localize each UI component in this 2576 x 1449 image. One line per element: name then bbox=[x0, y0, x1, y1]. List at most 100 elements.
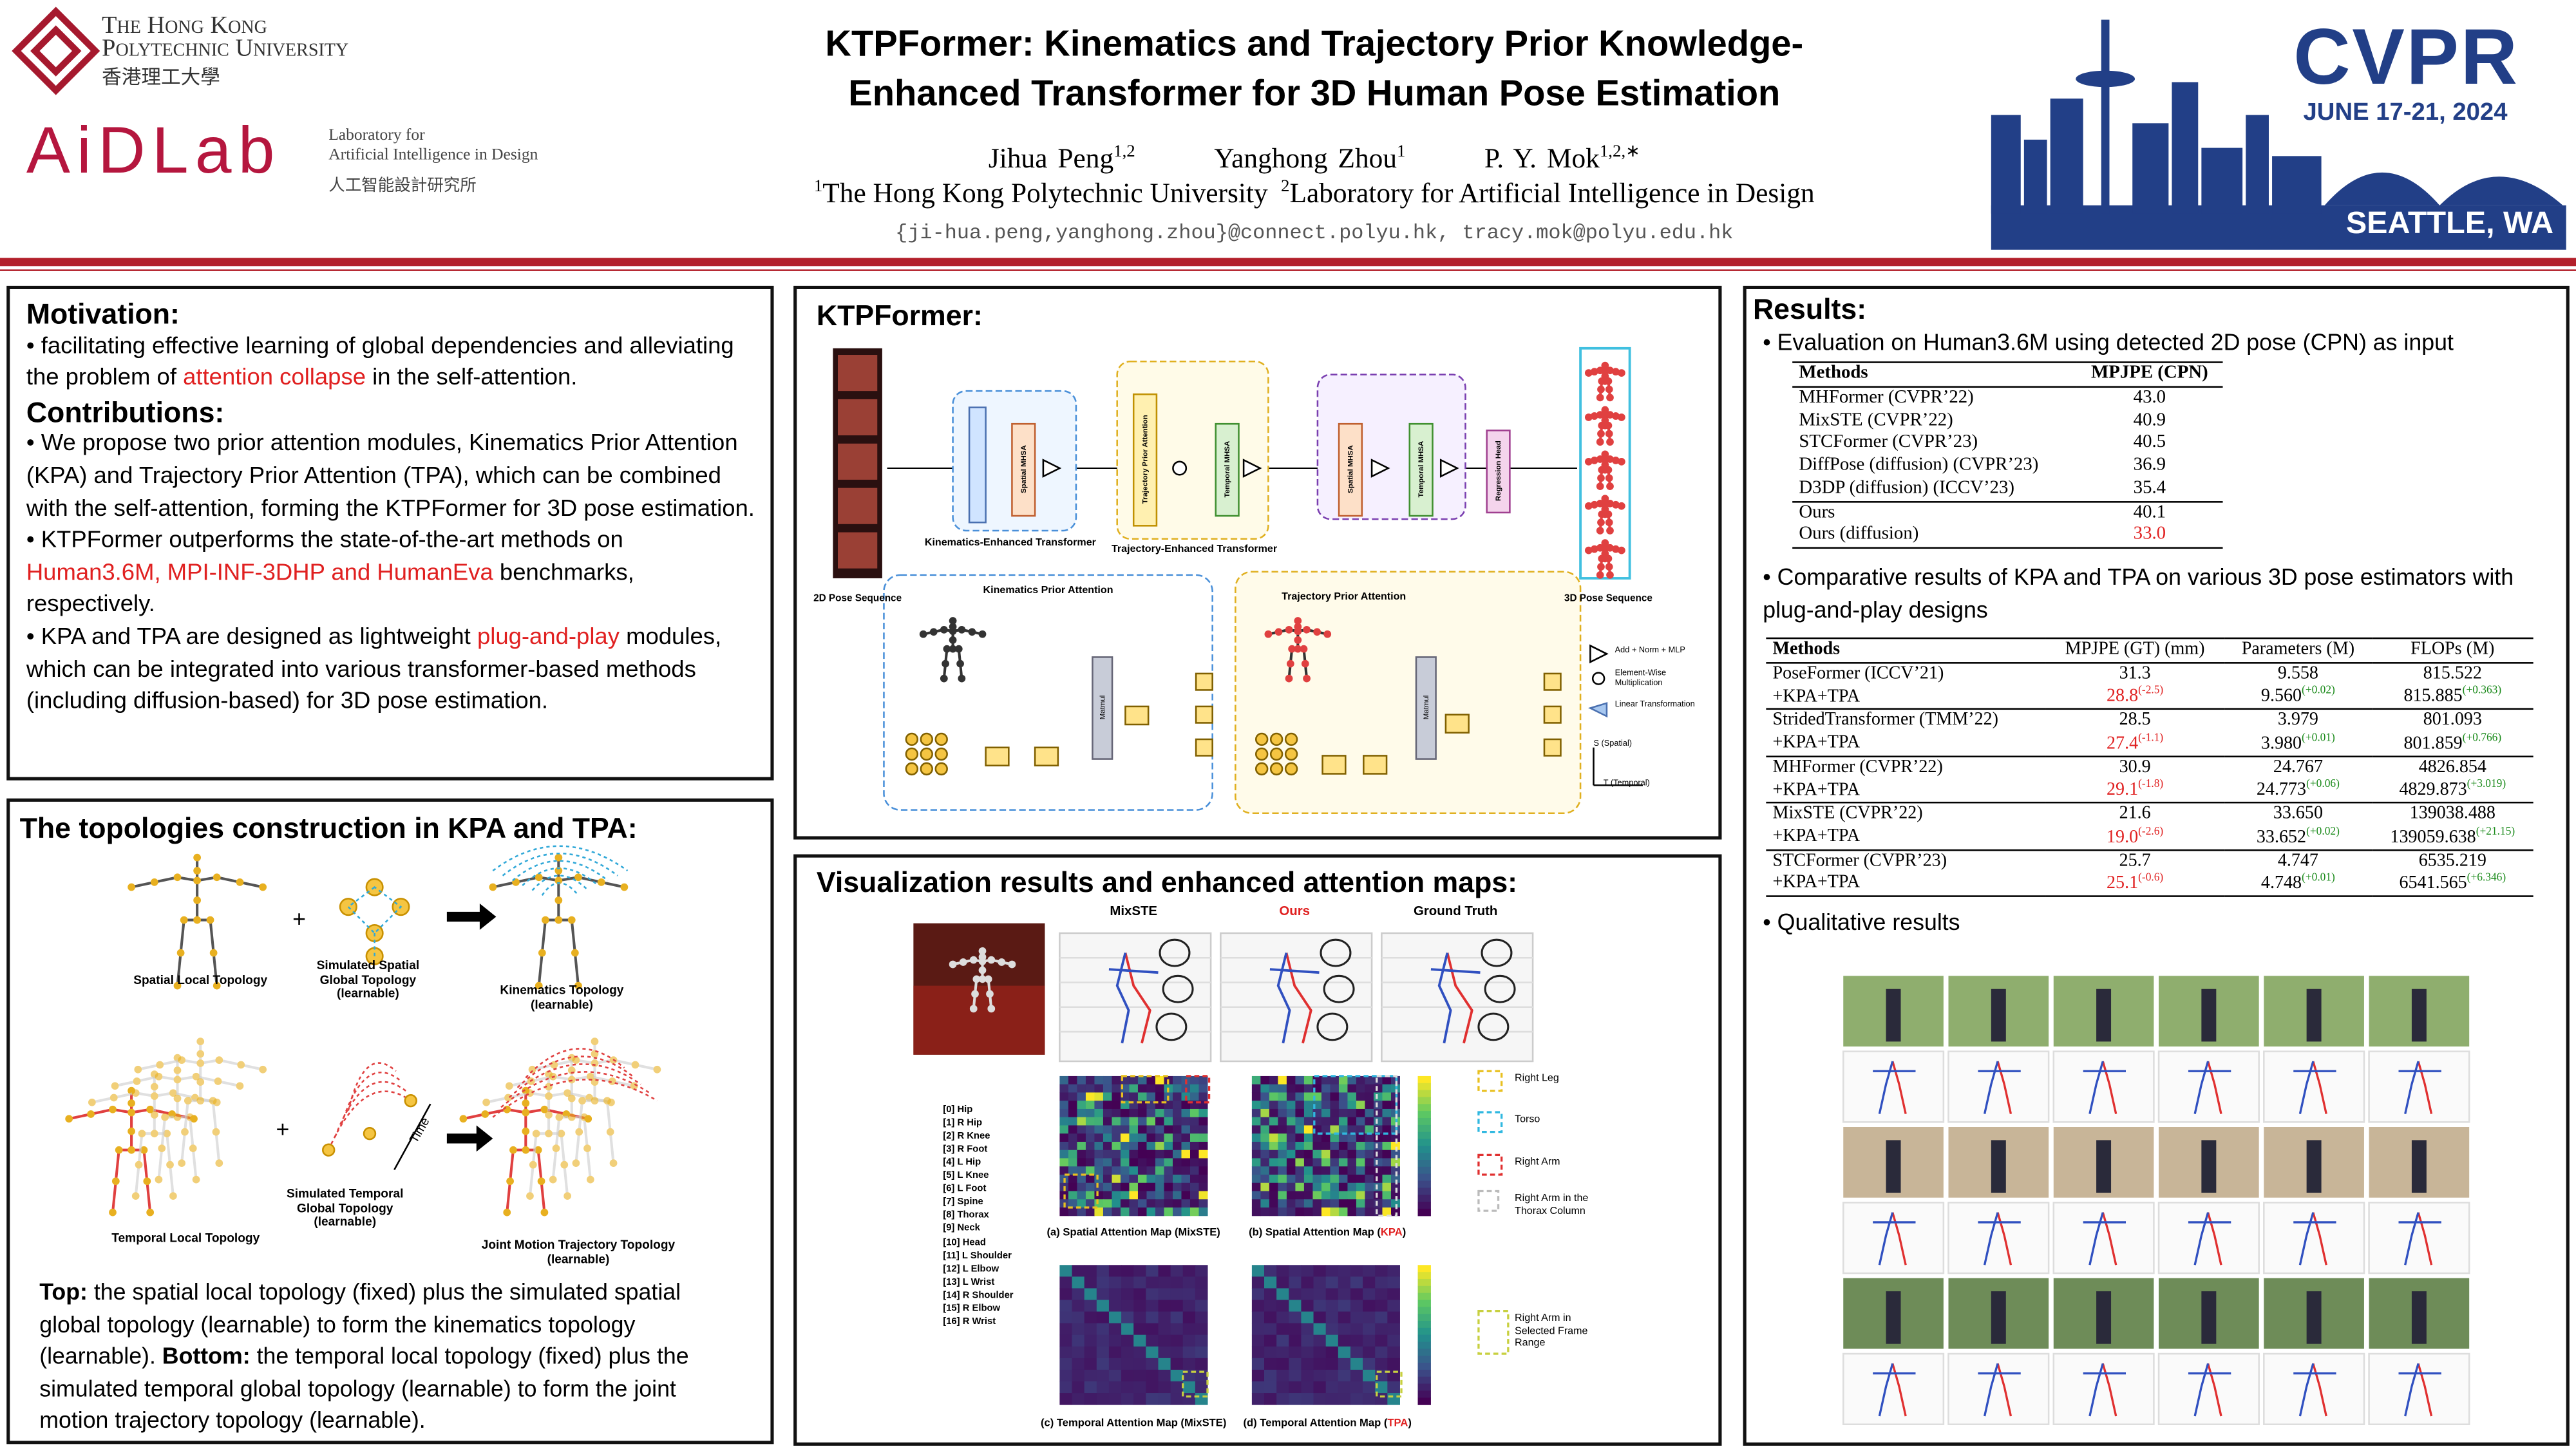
joint bbox=[1605, 385, 1613, 393]
header-cell: Parameters (M) bbox=[2241, 639, 2355, 660]
heat-cell bbox=[1373, 1182, 1383, 1191]
heat-cell bbox=[1373, 1117, 1383, 1126]
heat-cell bbox=[1321, 1133, 1331, 1142]
colorbar-cell bbox=[1417, 1104, 1431, 1112]
qual-person bbox=[1886, 1140, 1901, 1193]
table-cell: 24.773(+0.06) bbox=[2224, 779, 2372, 803]
heat-cell bbox=[1094, 1125, 1104, 1134]
heat-cell bbox=[1338, 1300, 1351, 1312]
heat-cell bbox=[1158, 1381, 1171, 1394]
table-row: +KPA+TPA 27.4(-1.1) 3.980(+0.01) 801.859(+0… bbox=[1766, 732, 2533, 756]
heat-cell bbox=[1387, 1334, 1400, 1347]
joint bbox=[1605, 474, 1613, 482]
joint bbox=[522, 1099, 530, 1107]
joint bbox=[987, 1005, 996, 1013]
joint bbox=[522, 1146, 530, 1154]
table-row: +KPA+TPA 25.1(-0.6) 4.748(+0.01) 6541.565(+… bbox=[1766, 873, 2533, 896]
joint bbox=[146, 1105, 155, 1113]
token bbox=[1255, 762, 1269, 776]
heat-cell bbox=[1084, 1381, 1097, 1394]
heat-cell bbox=[1365, 1125, 1374, 1134]
title-line: Enhanced Transformer for 3D Human Pose E… bbox=[848, 72, 1781, 114]
bone bbox=[573, 952, 580, 986]
joint bbox=[954, 645, 963, 653]
heat-cell bbox=[1350, 1381, 1363, 1394]
heat-cell bbox=[1108, 1346, 1122, 1359]
heat-cell bbox=[1286, 1208, 1296, 1217]
joint bbox=[135, 1160, 143, 1169]
bone bbox=[515, 876, 540, 884]
heat-cell bbox=[1068, 1092, 1077, 1101]
token bbox=[920, 732, 933, 746]
legend-label: Right Arm bbox=[1515, 1156, 1560, 1168]
heat-cell bbox=[1181, 1141, 1191, 1151]
heat-cell bbox=[1375, 1265, 1388, 1277]
heat-cell bbox=[1295, 1158, 1305, 1167]
table-cell: +KPA+TPA bbox=[1766, 779, 2045, 803]
heat-cell bbox=[1195, 1311, 1208, 1324]
table-row: DiffPose (diffusion) (CVPR’23) 36.9 bbox=[1792, 455, 2222, 478]
results-table: Methods MPJPE (GT) (mm) Parameters (M) FLOP… bbox=[1766, 638, 2533, 898]
heat-cell bbox=[1312, 1199, 1322, 1208]
pose-plot bbox=[1220, 932, 1373, 1063]
heat-cell bbox=[1108, 1300, 1122, 1312]
heat-cell bbox=[1373, 1191, 1383, 1200]
heat-cell bbox=[1121, 1358, 1134, 1370]
table-header: Methods MPJPE (CPN) bbox=[1792, 363, 2223, 387]
frame bbox=[838, 355, 878, 392]
heat-cell bbox=[1155, 1092, 1164, 1101]
pose-blue bbox=[1108, 952, 1159, 1044]
cell-delta: (+0.01) bbox=[2302, 732, 2335, 744]
heat-cell bbox=[1276, 1276, 1289, 1289]
qual-person bbox=[1886, 1291, 1901, 1344]
heat-cell bbox=[1137, 1208, 1147, 1217]
trajectory-edge bbox=[508, 1063, 641, 1099]
joint bbox=[1597, 430, 1605, 438]
bold-text: Top: bbox=[39, 1278, 88, 1305]
qual-person bbox=[2411, 1291, 2427, 1344]
heat-cell bbox=[1182, 1265, 1196, 1277]
heat-cell bbox=[1059, 1393, 1073, 1405]
figure-label: Matmul bbox=[1421, 695, 1430, 720]
joint bbox=[173, 1066, 182, 1074]
temporal-block bbox=[1215, 422, 1240, 517]
heat-cell bbox=[1189, 1108, 1200, 1118]
heat-cell bbox=[1347, 1141, 1357, 1151]
heat-cell bbox=[1375, 1381, 1388, 1394]
heat-cell bbox=[1325, 1334, 1339, 1347]
joint bbox=[1590, 545, 1598, 553]
trajectory-edge bbox=[500, 1071, 650, 1108]
heat-cell bbox=[1260, 1150, 1270, 1159]
heat-cell bbox=[1312, 1141, 1322, 1151]
author: Jihua Peng1,2 bbox=[989, 142, 1135, 173]
heat-cell bbox=[1278, 1182, 1287, 1191]
joint bbox=[87, 1110, 95, 1118]
heat-cell bbox=[1373, 1150, 1383, 1159]
matmul bbox=[1415, 656, 1437, 760]
heat-cell bbox=[1112, 1108, 1121, 1118]
joint bbox=[1286, 659, 1294, 668]
joint bbox=[969, 956, 978, 964]
joint bbox=[236, 1082, 244, 1090]
bone bbox=[551, 1148, 558, 1180]
heat-cell bbox=[1295, 1133, 1305, 1142]
heat-cell bbox=[1338, 1174, 1348, 1184]
heat-cell bbox=[1146, 1311, 1159, 1324]
colorbar-cell bbox=[1417, 1293, 1431, 1301]
qkv bbox=[1195, 705, 1213, 724]
heat-cell bbox=[1269, 1191, 1278, 1200]
table-cell: 31.3 bbox=[2119, 663, 2151, 683]
skeleton bbox=[65, 1086, 198, 1217]
joint bbox=[1596, 482, 1604, 490]
heat-cell bbox=[1181, 1117, 1191, 1126]
heat-cell bbox=[1103, 1108, 1112, 1118]
skeleton bbox=[489, 853, 629, 990]
heat-cell bbox=[1338, 1108, 1348, 1118]
joint bbox=[586, 1072, 594, 1081]
joint bbox=[1301, 659, 1309, 668]
highlight-ellipse bbox=[1481, 938, 1513, 967]
graph-node bbox=[339, 898, 357, 916]
heat-cell bbox=[1155, 1150, 1164, 1159]
heat-cell bbox=[1084, 1288, 1097, 1301]
heat-cell bbox=[1276, 1393, 1289, 1405]
